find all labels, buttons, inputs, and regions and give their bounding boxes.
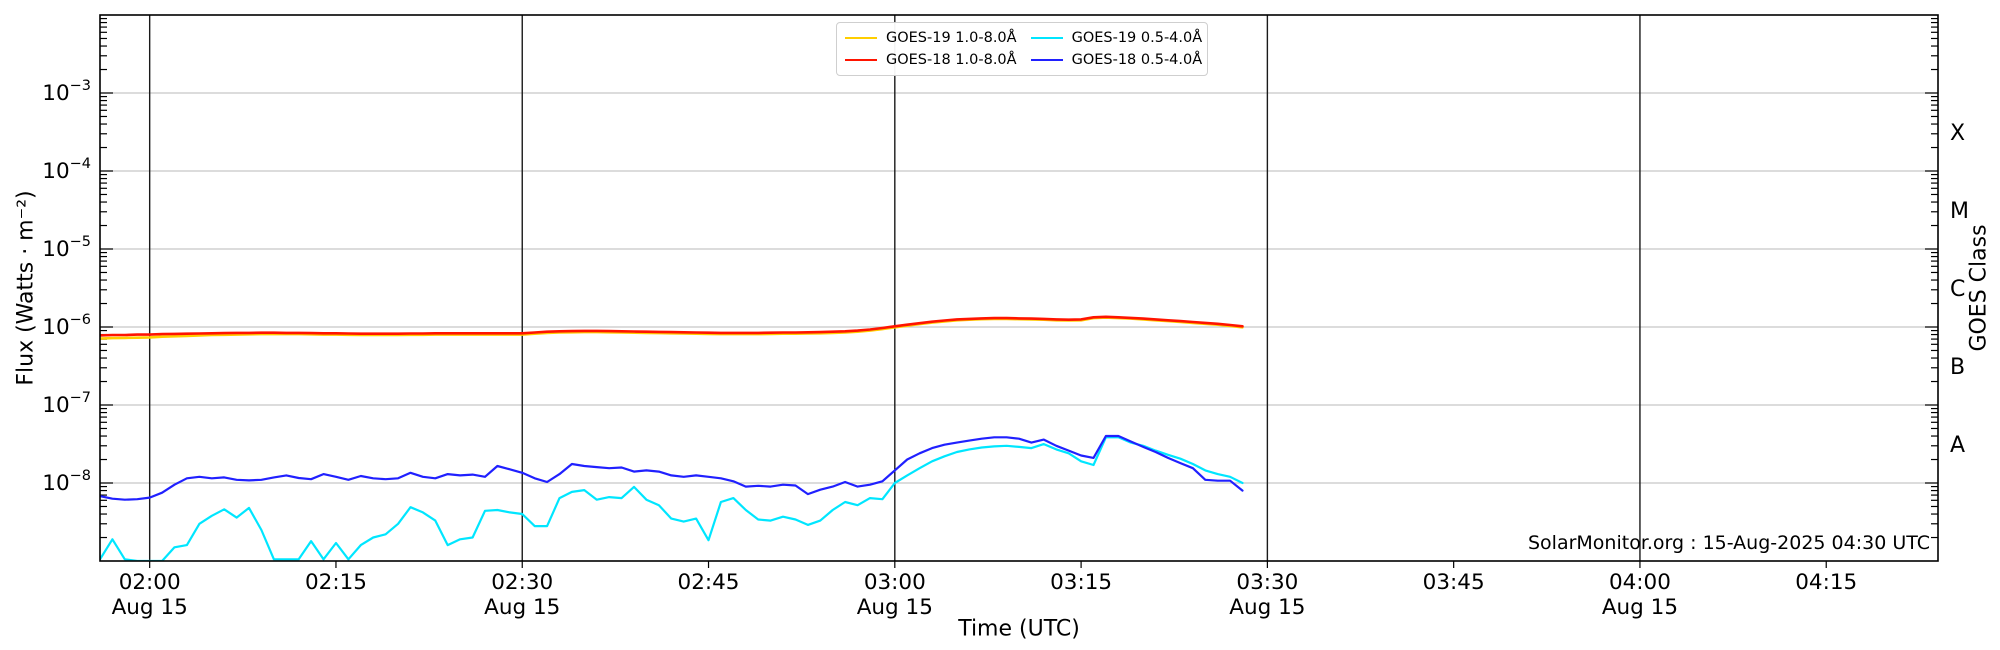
legend: GOES-19 1.0-8.0Å GOES-18 1.0-8.0Å GOES-1… (836, 22, 1208, 76)
goes-class-letter-a: A (1950, 433, 1965, 458)
x-tick-date-label: Aug 15 (484, 595, 560, 620)
goes-class-letter-m: M (1950, 199, 1969, 224)
x-tick-label: 02:45 (678, 570, 740, 595)
y-tick-label: 10−4 (42, 156, 91, 184)
solarmonitor-timestamp: SolarMonitor.org : 15-Aug-2025 04:30 UTC (1527, 532, 1930, 554)
x-tick-label: 03:00 (864, 570, 926, 595)
y-tick-label: 10−8 (42, 468, 91, 496)
x-tick-label: 02:00 (119, 570, 181, 595)
legend-entry-goes19-long: GOES-19 1.0-8.0Å (845, 30, 1017, 46)
goes-class-letter-b: B (1950, 355, 1965, 380)
x-tick-date-label: Aug 15 (112, 595, 188, 620)
y-tick-label: 10−5 (42, 234, 91, 262)
plot-border (99, 14, 1939, 562)
x-tick-date-label: Aug 15 (1602, 595, 1678, 620)
horizontal-gridlines (100, 92, 1938, 484)
x-tick-label: 02:15 (305, 570, 367, 595)
legend-swatch-goes19-short-icon (1030, 37, 1063, 39)
legend-label: GOES-19 1.0-8.0Å (886, 30, 1017, 46)
x-tick-date-label: Aug 15 (857, 595, 933, 620)
y-tick-labels: 10−3 10−4 10−5 10−6 10−7 10−8 (42, 78, 91, 496)
x-tick-label: 04:15 (1795, 570, 1857, 595)
legend-label: GOES-18 0.5-4.0Å (1071, 52, 1203, 68)
x-tick-label: 03:30 (1236, 570, 1298, 595)
series-line-goes18-short (100, 434, 1244, 501)
y-axis-title-goes-class: GOES Class (1966, 224, 1992, 352)
x-tick-label: 02:30 (491, 570, 553, 595)
goes-class-letter-x: X (1950, 121, 1965, 146)
y-axis-title-flux: Flux (Watts · m⁻²) (13, 190, 39, 386)
x-tick-label: 03:15 (1050, 570, 1112, 595)
x-axis-title-time: Time (UTC) (958, 616, 1080, 642)
goes-class-letters: X M C B A (1950, 121, 1969, 458)
y-tick-label: 10−6 (42, 312, 91, 340)
goes-class-letter-c: C (1950, 277, 1965, 302)
legend-label: GOES-19 0.5-4.0Å (1071, 30, 1203, 46)
legend-label: GOES-18 1.0-8.0Å (886, 52, 1017, 68)
x-tick-label: 03:45 (1423, 570, 1485, 595)
series-lines (100, 315, 1244, 561)
axis-ticks (100, 17, 1938, 568)
legend-entry-goes18-short: GOES-18 0.5-4.0Å (1030, 52, 1203, 68)
x-tick-label: 04:00 (1609, 570, 1671, 595)
legend-entry-goes18-long: GOES-18 1.0-8.0Å (845, 52, 1017, 68)
x-tick-date-label: Aug 15 (1229, 595, 1305, 620)
y-tick-label: 10−3 (42, 78, 91, 106)
legend-swatch-goes18-long-icon (845, 59, 877, 61)
legend-entry-goes19-short: GOES-19 0.5-4.0Å (1030, 30, 1203, 46)
series-line-goes18-long (100, 315, 1244, 337)
legend-swatch-goes18-short-icon (1030, 59, 1063, 61)
series-line-goes19-short (100, 436, 1244, 561)
y-tick-label: 10−7 (42, 390, 91, 418)
legend-swatch-goes19-long-icon (845, 37, 877, 39)
